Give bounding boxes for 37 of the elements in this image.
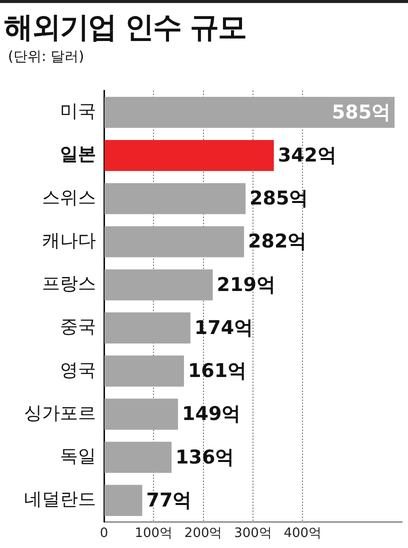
bar [104,269,213,300]
y-tick-label: 싱가포르 [24,402,96,424]
bar [104,442,172,473]
x-tick-label: 400억 [284,526,322,542]
data-label: 285억 [250,188,308,210]
x-tick-label: 100억 [134,526,173,542]
y-tick-label: 독일 [60,446,96,467]
data-label: 161억 [188,360,247,382]
y-tick-label: 프랑스 [42,274,96,295]
chart-subtitle: (단위: 달러) [8,48,84,66]
bar [104,312,190,344]
data-label: 585억 [332,101,391,124]
data-label: 136억 [176,446,234,468]
data-label: 342억 [278,144,337,166]
y-tick-label: 캐나다 [42,230,96,252]
y-tick-label: 미국 [60,101,96,122]
bar [104,140,274,172]
y-tick-label: 스위스 [42,187,96,208]
x-tick-label: 300억 [234,526,272,542]
bar [104,96,395,128]
bar [104,398,178,430]
data-label: 282억 [248,230,307,253]
data-label: 174억 [194,316,254,339]
data-label: 149억 [182,403,241,426]
bar [104,183,246,214]
y-tick-label: 영국 [60,360,96,381]
bar [104,356,184,387]
x-tick-label: 200억 [184,526,222,542]
data-label: 77억 [146,489,192,512]
bar [104,226,244,258]
y-tick-label: 일본 [60,144,96,166]
y-tick-label: 중국 [60,316,96,338]
bar [104,484,142,516]
data-label: 219억 [216,274,276,296]
y-tick-label: 네덜란드 [24,489,96,510]
x-tick-label: 0 [100,526,108,542]
chart-title: 해외기업 인수 규모 [4,9,246,46]
